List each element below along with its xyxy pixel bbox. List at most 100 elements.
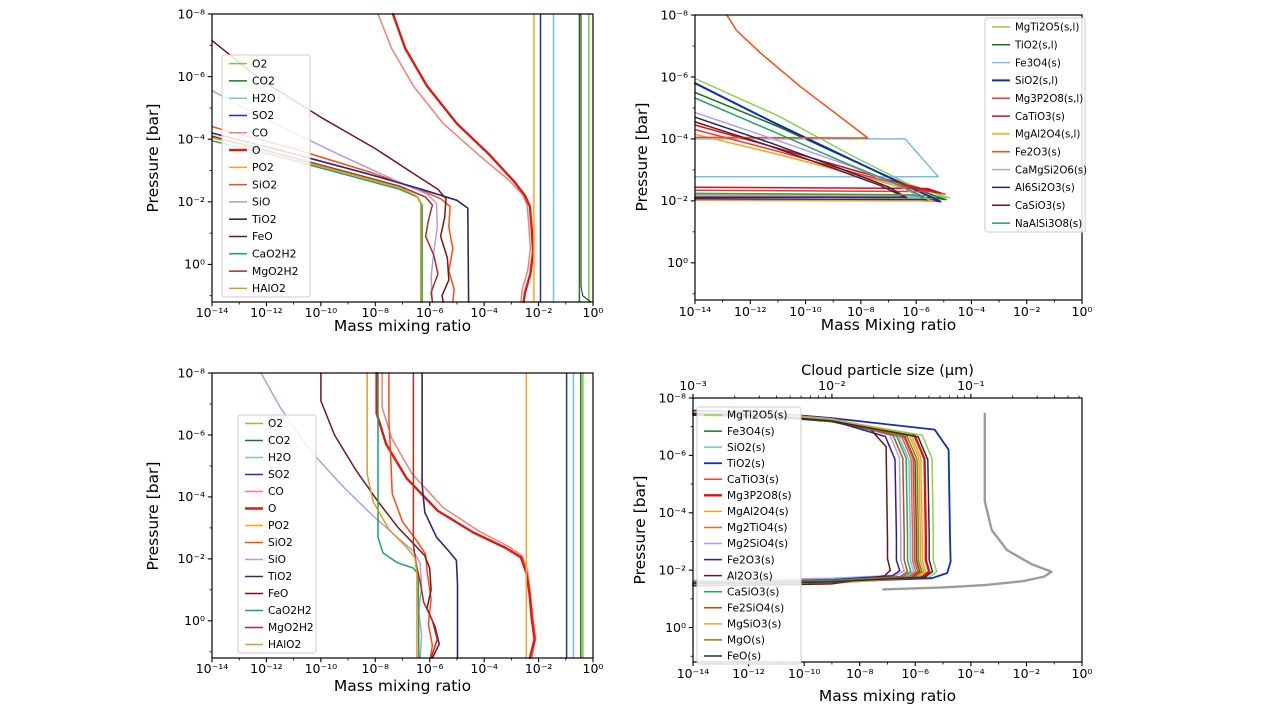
legend-label: MgO2H2 xyxy=(252,265,299,278)
legend-entry: Fe2SiO4(s) xyxy=(704,602,784,614)
legend-label: O2 xyxy=(268,418,283,430)
series-line-CaTiO3(s) xyxy=(694,124,942,194)
legend-label: H2O xyxy=(268,452,291,464)
series-line-CO xyxy=(381,372,537,659)
x-tick-label: 10⁻⁶ xyxy=(416,661,444,676)
x-tick-label: 10⁻² xyxy=(525,661,553,676)
legend-entry: MgO2H2 xyxy=(245,622,314,634)
top-tick-label: 10⁻³ xyxy=(679,378,707,393)
legend-entry: TiO2(s) xyxy=(704,458,765,470)
legend-entry: SiO2(s) xyxy=(704,442,766,454)
legend-entry: FeO xyxy=(229,230,273,243)
legend-label: CaTiO3(s) xyxy=(1015,112,1065,123)
series-group xyxy=(692,409,1053,591)
x-tick-label: 10⁻¹⁴ xyxy=(196,661,229,676)
plot-bottom-right-clouds: 10⁻¹⁴ 10⁻¹² 10⁻¹⁰ 10⁻⁸ 10⁻⁶ 10⁻⁴ 10⁻² 10⁰10⁻⁸10… xyxy=(631,363,1092,705)
x-tick-label: 10⁻⁸ xyxy=(362,305,390,320)
y-tick-label: 10⁰ xyxy=(665,620,686,635)
y-axis-label: Pressure [bar] xyxy=(631,476,649,585)
y-tick-label: 10⁻⁴ xyxy=(177,132,205,147)
x-tick-label: 10⁻¹⁰ xyxy=(305,305,338,320)
legend-entry: PO2 xyxy=(245,520,289,532)
legend-entry: Al2O3(s) xyxy=(704,570,773,582)
legend-entry: SiO2 xyxy=(229,178,277,191)
top-axis-label: Cloud particle size (μm) xyxy=(801,363,974,379)
legend-entry: Mg3P2O8(s,l) xyxy=(992,94,1083,105)
legend-entry: O2 xyxy=(245,418,283,430)
y-tick-label: 10⁻⁴ xyxy=(658,505,686,520)
legend-entry: MgTi2O5(s) xyxy=(704,410,788,422)
legend-entry: MgAl2O4(s,l) xyxy=(992,130,1080,141)
legend-entry: SiO2(s,l) xyxy=(992,76,1058,87)
legend-entry: CaTiO3(s) xyxy=(704,474,779,486)
x-tick-label: 10⁻¹² xyxy=(734,304,767,319)
series-line-NaAlSi3O8(s) xyxy=(694,97,925,198)
legend-box xyxy=(237,414,317,654)
y-tick-label: 10⁻⁸ xyxy=(177,6,205,21)
y-tick-label: 10⁻⁴ xyxy=(660,131,688,146)
y-tick-label: 10⁻² xyxy=(660,193,688,208)
y-tick-label: 10⁻⁶ xyxy=(660,69,688,84)
legend-label: CaO2H2 xyxy=(252,247,297,260)
x-tick-label: 10⁻² xyxy=(1013,666,1041,681)
series-line-unlabeled xyxy=(580,13,592,303)
x-tick-label: 10⁰ xyxy=(1072,304,1093,319)
x-tick-label: 10⁰ xyxy=(583,661,604,676)
x-tick-label: 10⁻¹⁰ xyxy=(788,666,821,681)
legend-entry: SiO xyxy=(229,196,270,209)
series-line-CO xyxy=(377,13,532,303)
series-line-TiO2 xyxy=(421,372,459,659)
y-tick-label: 10⁻⁸ xyxy=(658,390,686,405)
legend-entry: CO xyxy=(245,486,284,498)
legend-entry: Fe3O4(s) xyxy=(992,58,1061,69)
legend-label: CaSiO3(s) xyxy=(727,586,779,598)
x-axis-label: Mass mixing ratio xyxy=(819,687,956,705)
series-line-MgO2H2 xyxy=(211,135,439,303)
legend-label: SiO2 xyxy=(268,537,293,549)
legend-label: Al2O3(s) xyxy=(727,570,773,582)
x-tick-label: 10⁻⁴ xyxy=(470,305,498,320)
legend-entry: SiO xyxy=(245,554,286,566)
legend-entry: CaSiO3(s) xyxy=(992,201,1065,212)
series-line-HAlO2 xyxy=(366,372,418,659)
series-group xyxy=(694,14,951,203)
legend-entry: Fe2O3(s) xyxy=(704,554,775,566)
legend-label: Mg3P2O8(s,l) xyxy=(1015,94,1083,105)
legend-label: HAlO2 xyxy=(252,282,286,295)
series-line-CaMgSi2O6(s) xyxy=(694,111,922,198)
legend-entry: MgSiO3(s) xyxy=(704,619,781,631)
x-tick-label: 10⁻¹² xyxy=(250,661,283,676)
legend-label: FeO xyxy=(252,230,273,243)
legend-label: CO xyxy=(268,486,284,498)
series-line-Mg3P2O8(s,l) xyxy=(694,128,946,195)
x-tick-label: 10⁻⁶ xyxy=(902,304,930,319)
legend-label: SO2 xyxy=(252,109,274,122)
legend-entry: PO2 xyxy=(229,161,274,174)
legend-entry: HAlO2 xyxy=(229,282,286,295)
y-tick-label: 10⁻⁴ xyxy=(177,489,205,504)
legend-label: MgAl2O4(s,l) xyxy=(1015,130,1080,141)
x-tick-label: 10⁻² xyxy=(525,305,553,320)
legend-label: SiO xyxy=(252,196,270,209)
legend-label: Mg2TiO4(s) xyxy=(727,522,788,534)
legend-label: CaTiO3(s) xyxy=(727,474,779,486)
legend-label: SiO xyxy=(268,554,286,566)
series-line-Fe3O4(s) xyxy=(694,138,940,178)
legend-entry: Mg2TiO4(s) xyxy=(704,522,788,534)
legend-label: MgAl2O4(s) xyxy=(727,506,789,518)
plot-bottom-left-gas: 10⁻¹⁴ 10⁻¹² 10⁻¹⁰ 10⁻⁸ 10⁻⁶ 10⁻⁴ 10⁻² 10⁰ 10⁻⁸ 10… xyxy=(144,365,603,695)
legend-entry: FeO xyxy=(245,588,288,600)
x-tick-label: 10⁻¹⁴ xyxy=(196,305,229,320)
legend-entry: SiO2 xyxy=(245,537,293,549)
legend-label: MgTi2O5(s) xyxy=(727,410,788,422)
x-tick-label: 10⁻⁴ xyxy=(958,304,986,319)
legend-label: Fe2SiO4(s) xyxy=(727,602,784,614)
legend-label: H2O xyxy=(252,92,276,105)
series-line-Fe2O3(s) xyxy=(694,14,869,139)
legend-box xyxy=(696,406,802,665)
legend: MgTi2O5(s) Fe3O4(s) SiO2(s) TiO2(s) CaTiO3(s… xyxy=(696,406,802,665)
y-tick-label: 10⁻⁶ xyxy=(658,448,686,463)
legend-label: Fe2O3(s) xyxy=(727,554,775,566)
legend-label: O xyxy=(268,503,276,515)
